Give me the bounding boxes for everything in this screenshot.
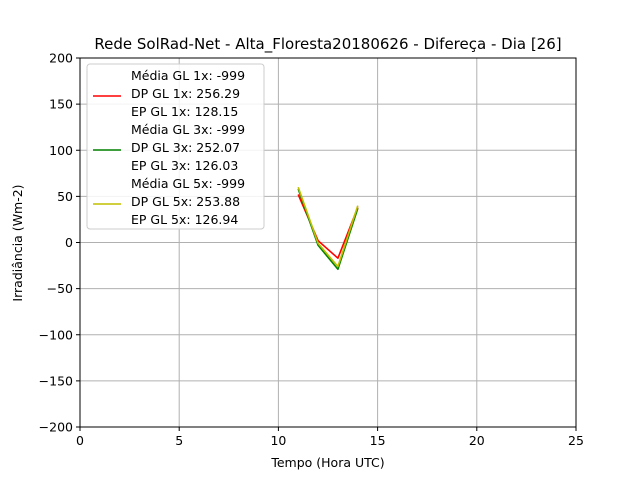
y-tick-label: 0 [65,235,73,250]
x-tick-label: 10 [270,433,286,448]
chart-title: Rede SolRad-Net - Alta_Floresta20180626 … [94,35,561,54]
series-line-3 [297,186,359,268]
legend-text: DP GL 5x: 253.88 [131,194,240,209]
x-tick-label: 25 [568,433,584,448]
x-axis-label: Tempo (Hora UTC) [270,455,384,470]
y-axis-label: Irradiância (Wm-2) [10,184,25,301]
plot-series [297,186,359,271]
y-tick-label: −150 [39,373,73,388]
legend-text: Média GL 5x: -999 [131,176,245,191]
legend-box [86,63,265,230]
y-tick-label: −100 [39,327,73,342]
y-tick-label: 200 [49,51,73,66]
y-tick-label: 150 [49,97,73,112]
axis-ticks: 0 5 10 15 20 25 −200 −150 −100 −50 0 50 100 150 200 [39,51,584,449]
legend: Média GL 1x: -999 DP GL 1x: 256.29 EP GL 1… [86,63,265,230]
legend-text: EP GL 3x: 126.03 [131,158,238,173]
legend-text: DP GL 1x: 256.29 [131,86,240,101]
y-tick-label: −50 [47,281,73,296]
legend-text: EP GL 5x: 126.94 [131,212,238,227]
legend-text: DP GL 3x: 252.07 [131,140,240,155]
x-tick-label: 0 [76,433,84,448]
x-tick-label: 20 [469,433,485,448]
x-tick-label: 5 [175,433,183,448]
y-tick-label: 100 [49,143,73,158]
y-tick-label: 50 [57,189,73,204]
y-tick-label: −200 [39,420,73,435]
legend-text: Média GL 1x: -999 [131,68,245,83]
x-tick-label: 15 [370,433,386,448]
legend-text: EP GL 1x: 128.15 [131,104,238,119]
legend-text: Média GL 3x: -999 [131,122,245,137]
